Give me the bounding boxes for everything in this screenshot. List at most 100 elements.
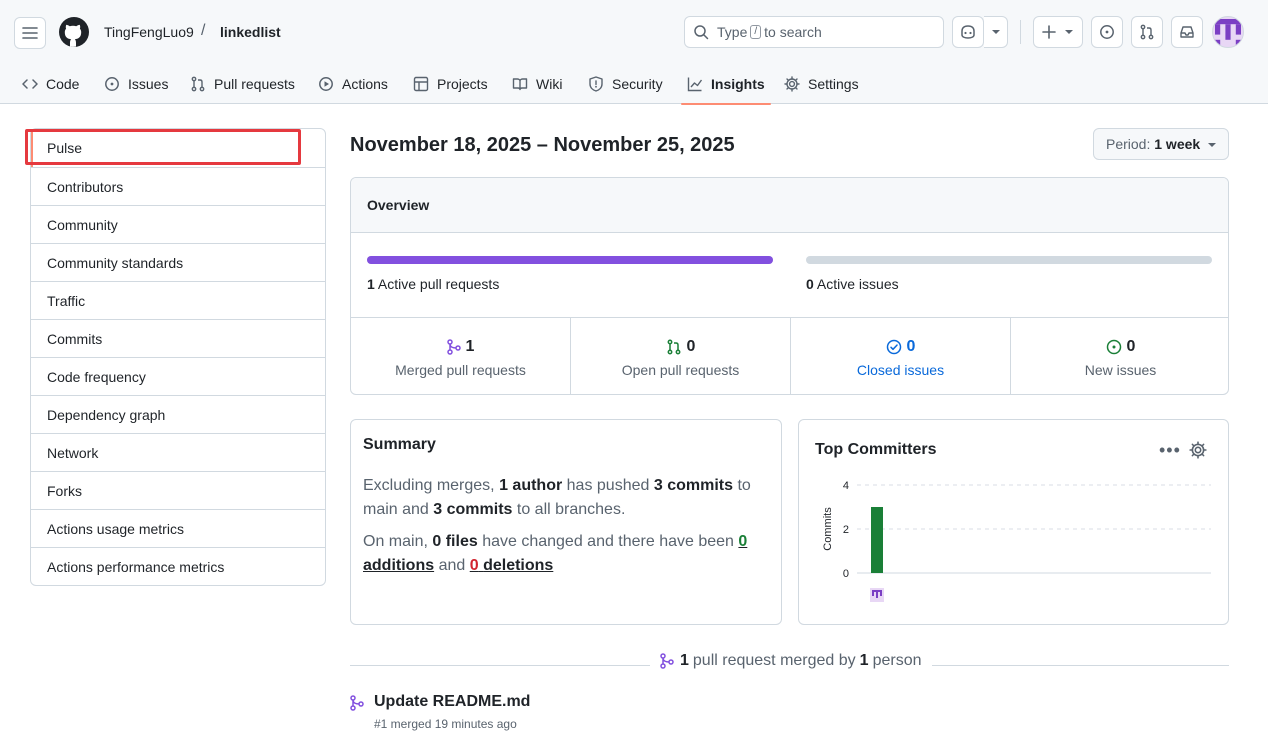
chart-y-tick-label: 4 [843, 480, 849, 492]
tab-issues[interactable]: Issues [104, 64, 168, 104]
issues-shortcut-button[interactable] [1091, 16, 1123, 48]
tab-security[interactable]: Security [588, 64, 663, 104]
stat-number: 0 [1126, 338, 1136, 355]
active-prs-count: 1 [367, 276, 375, 292]
sidebar-item-dependency-graph[interactable]: Dependency graph [31, 395, 325, 433]
tab-wiki[interactable]: Wiki [512, 64, 562, 104]
chevron-down-icon [1208, 143, 1216, 147]
chart-committer-avatar [870, 588, 884, 602]
merge-icon [350, 695, 364, 711]
identicon-pixel [876, 592, 878, 598]
summary-files-count: 0 files [432, 533, 478, 550]
stat-number: 0 [906, 338, 916, 355]
inbox-button[interactable] [1171, 16, 1203, 48]
issue-open-icon [1100, 25, 1114, 39]
inbox-icon [1180, 26, 1194, 38]
sidebar-item-pulse[interactable]: Pulse [31, 129, 325, 167]
summary-text: Excluding merges, [363, 477, 495, 494]
play-icon [319, 77, 333, 91]
chart-y-axis-label: Commits [822, 507, 834, 551]
stat-open-prs[interactable]: 0 Open pull requests [570, 318, 790, 394]
tab-pull-requests[interactable]: Pull requests [190, 64, 295, 104]
sidebar-item-community[interactable]: Community [31, 205, 325, 243]
gear-icon [784, 76, 800, 92]
stat-label: New issues [1084, 362, 1157, 378]
sidebar-item-label: Code frequency [47, 368, 146, 385]
breadcrumb-owner[interactable]: TingFengLuo9 [104, 24, 194, 40]
sidebar-item-traffic[interactable]: Traffic [31, 281, 325, 319]
header-divider [1020, 20, 1021, 44]
copilot-menu-button[interactable] [984, 16, 1008, 48]
plus-icon [1042, 25, 1056, 39]
merged-text: person [872, 652, 922, 669]
check-circle-icon [886, 339, 901, 355]
summary-text: to all branches. [516, 501, 626, 518]
stat-merged-prs[interactable]: 1 Merged pull requests [351, 318, 570, 394]
sidebar-item-label: Forks [47, 482, 82, 499]
copilot-button[interactable] [952, 16, 984, 48]
sidebar-item-commits[interactable]: Commits [31, 319, 325, 357]
stat-label: Merged pull requests [395, 362, 526, 378]
active-prs-link[interactable]: 1 Active pull requests [367, 276, 499, 292]
period-label: Period: [1106, 136, 1151, 152]
pr-title-link[interactable]: Update README.md [374, 693, 531, 710]
overview-stats: 1 Merged pull requests 0 Open pull reque… [351, 317, 1228, 394]
pull-request-icon [1140, 24, 1154, 40]
menu-button[interactable] [14, 17, 46, 49]
tab-label: Code [46, 76, 80, 92]
create-new-button[interactable] [1033, 16, 1083, 48]
period-value: 1 week [1154, 136, 1201, 152]
pull-request-icon [191, 76, 205, 92]
copilot-icon [961, 25, 975, 39]
tab-actions[interactable]: Actions [318, 64, 388, 104]
more-options-icon[interactable]: ••• [1159, 440, 1181, 460]
overview-title: Overview [351, 178, 1228, 233]
tab-label: Projects [437, 76, 488, 92]
tab-label: Settings [808, 76, 859, 92]
summary-commits-text: Excluding merges, 1 author has pushed 3 … [363, 474, 769, 522]
summary-deletions-link[interactable]: 0 deletions [470, 557, 554, 574]
avatar[interactable] [1212, 16, 1244, 48]
active-prs-label: Active pull requests [377, 276, 500, 292]
sidebar-item-network[interactable]: Network [31, 433, 325, 471]
open-pr-icon [667, 339, 680, 355]
gear-icon[interactable] [1189, 441, 1207, 459]
search-placeholder-suffix: to search [764, 24, 822, 40]
breadcrumb-repo[interactable]: linkedlist [220, 24, 281, 40]
stat-closed-issues[interactable]: 0 Closed issues [790, 318, 1010, 394]
table-icon [413, 76, 429, 92]
merge-icon [660, 653, 674, 669]
period-select-button[interactable]: Period: 1 week [1093, 128, 1229, 160]
summary-text: On main, [363, 533, 428, 550]
sidebar-item-label: Pulse [47, 140, 83, 156]
active-prs-bar-fill [367, 256, 773, 264]
tab-label: Issues [128, 76, 169, 92]
top-committers-panel: Top Committers ••• 4 2 0 Commits [798, 419, 1229, 625]
deletions-label: deletions [483, 557, 554, 574]
tab-code[interactable]: Code [22, 64, 79, 104]
sidebar-item-label: Dependency graph [47, 406, 166, 423]
shield-icon [589, 76, 603, 92]
sidebar-item-label: Contributors [47, 178, 124, 195]
tab-settings[interactable]: Settings [784, 64, 859, 104]
active-issues-link[interactable]: 0 Active issues [806, 276, 899, 292]
search-shortcut-key: / [750, 25, 762, 39]
sidebar-item-actions-performance-metrics[interactable]: Actions performance metrics [31, 547, 325, 585]
summary-additions-link[interactable]: 0 additions [363, 533, 747, 574]
sidebar-item-contributors[interactable]: Contributors [31, 167, 325, 205]
stat-new-issues[interactable]: 0 New issues [1010, 318, 1228, 394]
issue-icon [105, 77, 119, 91]
search-input[interactable]: Type / to search [684, 16, 944, 48]
sidebar-item-actions-usage-metrics[interactable]: Actions usage metrics [31, 509, 325, 547]
additions-count: 0 [738, 533, 748, 550]
identicon-pixel [872, 592, 874, 596]
summary-all-commits: 3 commits [433, 501, 513, 518]
insights-sidebar: Pulse Contributors Community Community s… [30, 128, 326, 586]
sidebar-item-code-frequency[interactable]: Code frequency [31, 357, 325, 395]
pull-requests-shortcut-button[interactable] [1131, 16, 1163, 48]
sidebar-item-forks[interactable]: Forks [31, 471, 325, 509]
sidebar-item-community-standards[interactable]: Community standards [31, 243, 325, 281]
tab-projects[interactable]: Projects [413, 64, 488, 104]
github-logo-icon[interactable] [58, 16, 90, 48]
tab-insights[interactable]: Insights [681, 64, 771, 105]
